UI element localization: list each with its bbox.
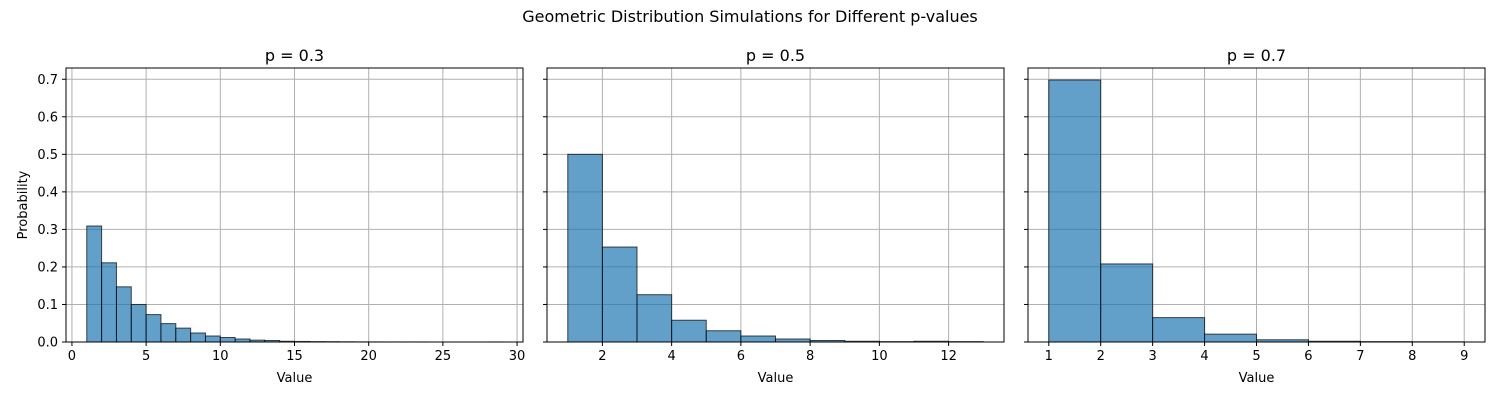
x-tick-label: 5 <box>1252 349 1260 364</box>
x-tick-label: 1 <box>1045 349 1053 364</box>
x-axis-label: Value <box>758 371 794 386</box>
histogram-bar <box>636 294 673 343</box>
y-tick-label: 0.3 <box>37 223 58 238</box>
histogram-bar <box>705 330 742 343</box>
x-tick-label: 2 <box>1097 349 1105 364</box>
panel-title: p = 0.5 <box>746 46 805 65</box>
y-tick-label: 0.5 <box>37 148 58 163</box>
histogram-bar <box>671 319 707 343</box>
chart-panels: 0 5 10 15 20 25 300.00.10.20.30.40.50.60.7p = … <box>16 46 1486 386</box>
histogram-bar <box>1152 317 1206 343</box>
x-tick-label: 9 <box>1460 349 1468 364</box>
chart-panel-2: 2 4 6 8 10 12 p = 0.5 Value <box>543 46 1005 386</box>
x-tick-label: 7 <box>1356 349 1364 364</box>
figure-title: Geometric Distribution Simulations for D… <box>522 7 978 26</box>
x-tick-label: 2 <box>598 349 606 364</box>
y-tick-label: 0.0 <box>37 336 58 351</box>
panel-title: p = 0.3 <box>265 46 324 65</box>
x-tick-label: 4 <box>667 349 675 364</box>
histogram-bar <box>115 286 132 343</box>
histogram-bar <box>219 336 236 343</box>
chart-panel-3: 1 2 3 4 5 6 7 8 9 p = 0.7 Value <box>1024 46 1486 386</box>
histogram-bar <box>145 314 162 343</box>
x-tick-label: 15 <box>286 349 303 364</box>
x-tick-label: 25 <box>435 349 452 364</box>
histogram-bar <box>160 323 177 343</box>
histogram-bar <box>86 225 103 343</box>
x-tick-label: 8 <box>1408 349 1416 364</box>
histogram-bar <box>567 153 603 343</box>
histogram-bar <box>740 335 776 343</box>
histogram-bar <box>190 332 206 343</box>
x-tick-label: 30 <box>509 349 526 364</box>
x-tick-label: 6 <box>737 349 745 364</box>
y-tick-label: 0.2 <box>37 260 58 275</box>
x-tick-label: 12 <box>940 349 957 364</box>
x-axis-label: Value <box>277 371 313 386</box>
x-tick-label: 20 <box>360 349 377 364</box>
chart-panel-1: 0 5 10 15 20 25 30 0.0 0.1 0.2 0.3 0.4 0.5 0.6 0.7 p = … <box>16 46 525 386</box>
histogram-bar <box>204 335 221 343</box>
histogram-bar <box>175 327 192 343</box>
histogram-bar <box>1204 333 1258 343</box>
x-tick-label: 10 <box>212 349 229 364</box>
y-tick-label: 0.4 <box>37 185 58 200</box>
y-axis-label: Probability <box>16 170 31 239</box>
x-tick-label: 0 <box>68 349 76 364</box>
panel-title: p = 0.7 <box>1227 46 1286 65</box>
axes-frame <box>546 67 1005 343</box>
histogram-bar <box>130 303 147 343</box>
histogram-bar <box>101 262 117 343</box>
x-tick-label: 6 <box>1304 349 1312 364</box>
x-tick-label: 5 <box>142 349 150 364</box>
x-tick-label: 3 <box>1148 349 1156 364</box>
x-tick-label: 4 <box>1200 349 1208 364</box>
histogram-bar <box>1048 79 1102 343</box>
y-tick-label: 0.1 <box>37 298 58 313</box>
y-tick-label: 0.7 <box>37 73 58 88</box>
y-tick-label: 0.6 <box>37 110 58 125</box>
x-tick-label: 8 <box>806 349 814 364</box>
histogram-bar <box>1100 263 1154 343</box>
x-axis-label: Value <box>1239 371 1275 386</box>
histogram-bar <box>601 246 638 343</box>
x-tick-label: 10 <box>871 349 888 364</box>
